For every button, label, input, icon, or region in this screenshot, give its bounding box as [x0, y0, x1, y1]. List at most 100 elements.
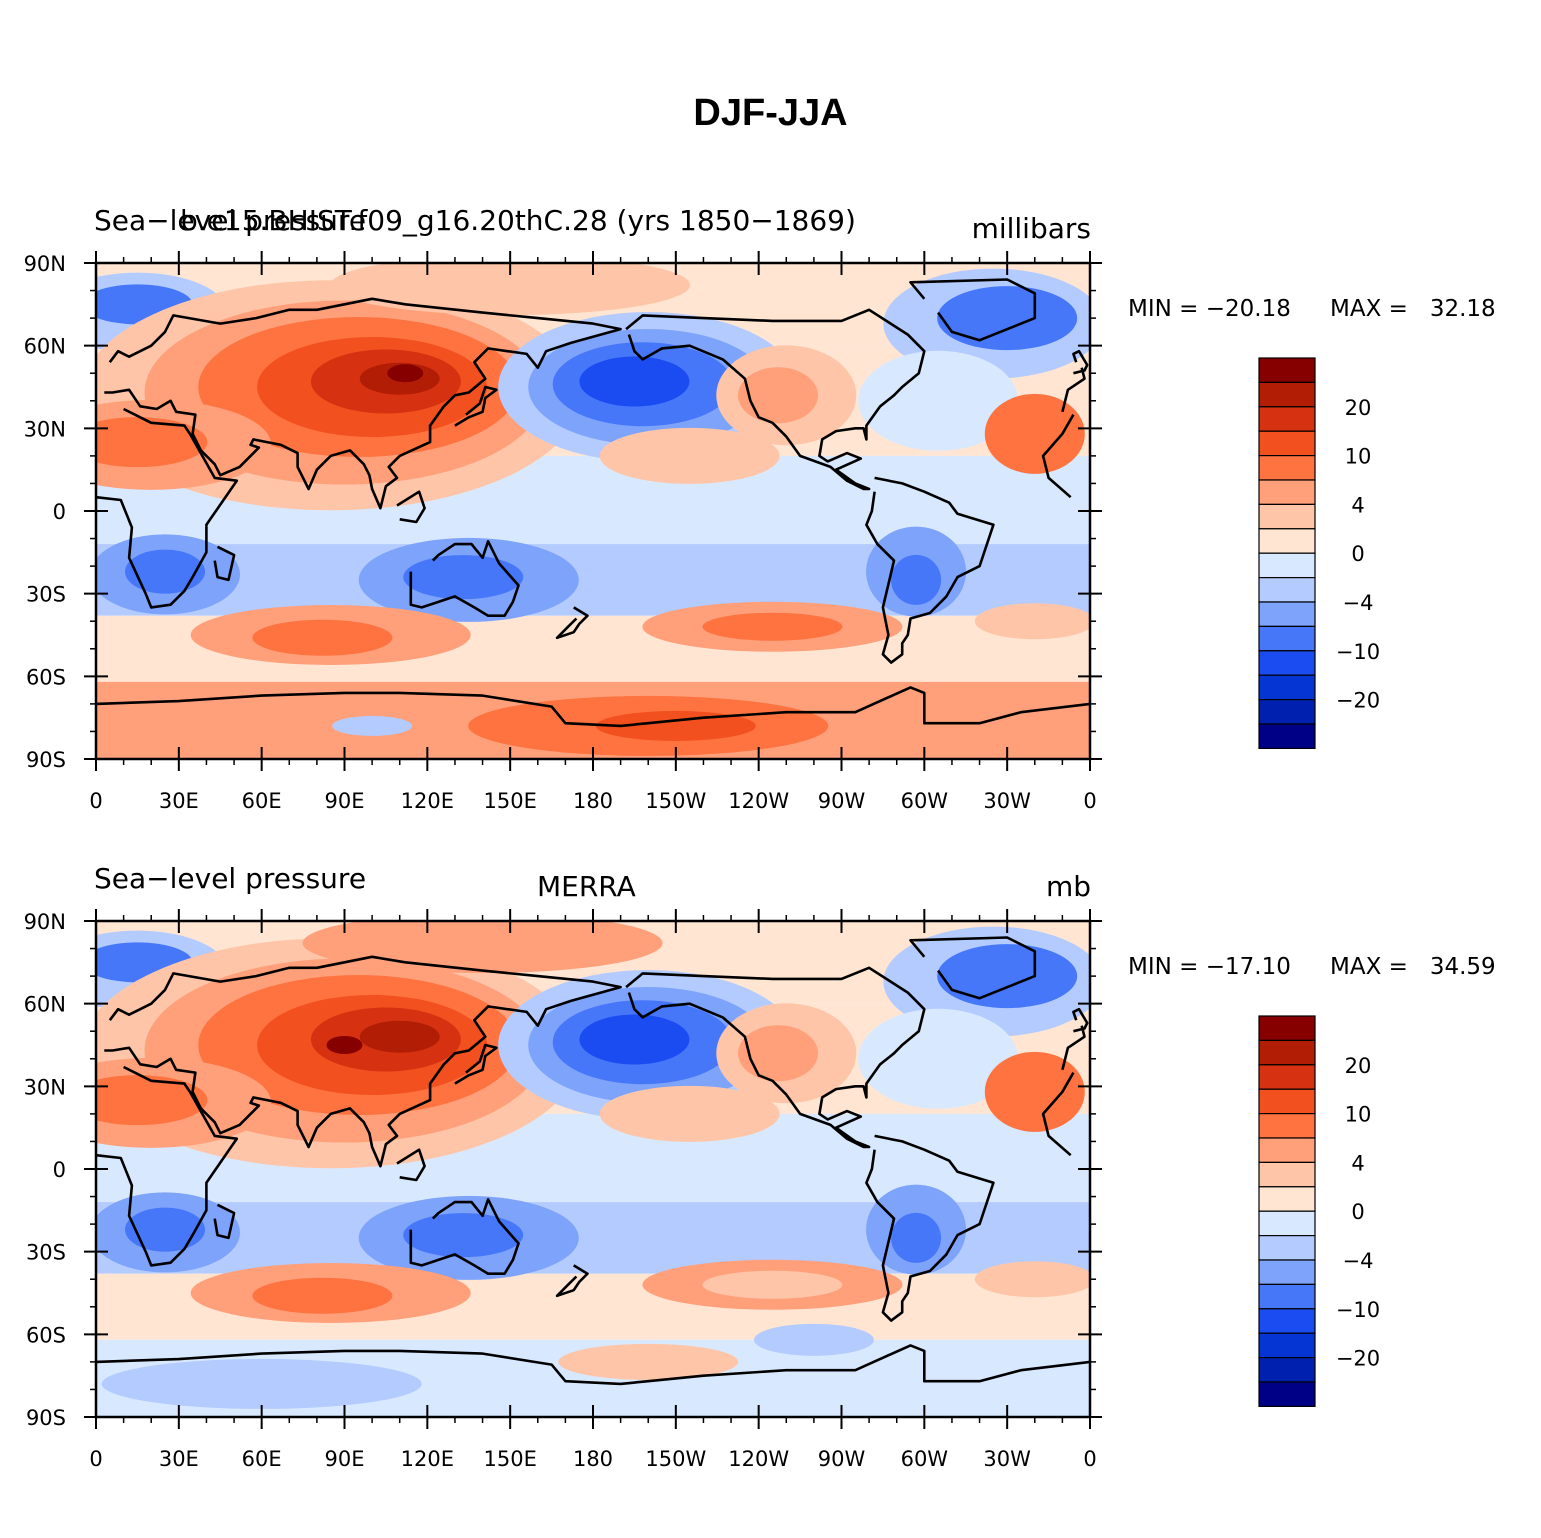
high-south-indian-core: [252, 1277, 393, 1314]
coastline-new-zealand: [555, 606, 589, 640]
coastline-eurasia: [1061, 1025, 1086, 1071]
colorbar-box: [1258, 1235, 1316, 1261]
lat-tick-label: 0: [53, 1158, 66, 1182]
coastline-greenland: [909, 278, 1037, 342]
coastline-madagascar: [213, 1203, 236, 1240]
colorbar-box: [1258, 1088, 1316, 1115]
units-string: mb: [1045, 870, 1091, 903]
colorbar-label: 10: [1345, 1103, 1372, 1127]
coastline-south-america: [865, 476, 995, 664]
colorbar-box: [1258, 1039, 1316, 1066]
lon-tick-label: 30E: [159, 789, 199, 813]
antarctic-low-weddell: [753, 1323, 874, 1356]
low-australia-core: [403, 1213, 524, 1258]
lon-tick-label: 120E: [401, 1447, 454, 1471]
high-south-atlantic: [974, 603, 1090, 640]
lat-tick-label: 60N: [24, 993, 66, 1017]
low-greenland-core: [937, 286, 1078, 351]
lon-tick-label: 60E: [242, 1447, 282, 1471]
center-string: MERRA: [537, 870, 636, 903]
lat-tick-label: 30N: [24, 417, 66, 441]
colorbar: 20 10 4 0 −4 −10 −20: [1258, 357, 1380, 749]
lat-tick-label: 90N: [24, 910, 66, 934]
colorbar-box: [1258, 1137, 1316, 1163]
aleutian-low-3: [579, 356, 690, 407]
colorbar-box: [1258, 1186, 1316, 1212]
high-arctic-ocean: [330, 263, 691, 316]
field-contours: [96, 263, 1090, 759]
colorbar-label: 0: [1351, 542, 1364, 566]
min-value: MIN = −17.10: [1128, 954, 1291, 980]
lon-tick-label: 150E: [483, 1447, 536, 1471]
colorbar-box: [1258, 1308, 1316, 1334]
low-greenland-core: [937, 944, 1078, 1009]
colorbar-box: [1258, 1259, 1316, 1285]
colorbar-box: [1258, 577, 1316, 603]
colorbar-box: [1258, 650, 1316, 676]
high-asia-5: [359, 1020, 440, 1053]
colorbar-label: −4: [1343, 591, 1374, 615]
figure-title: DJF-JJA: [693, 92, 848, 134]
coastline-japan: [454, 385, 498, 427]
map-canvas: 90N 60N 30N 0 30S 60S 90S 0 30E 60E 90E 120E 150E 180…: [24, 251, 1380, 813]
lat-tick-label: 30S: [26, 1241, 66, 1265]
antarctic-low-indian: [101, 1358, 422, 1409]
lon-tick-label: 90W: [818, 1447, 866, 1471]
colorbar-label: −20: [1336, 1347, 1380, 1371]
coastline-new-zealand: [555, 1264, 589, 1298]
lat-tick-label: 0: [53, 500, 66, 524]
lat-tick-label: 30N: [24, 1075, 66, 1099]
colorbar: 20 10 4 0 −4 −10 −20: [1258, 1015, 1380, 1407]
colorbar-box: [1258, 479, 1316, 505]
north-atlantic-weak: [858, 350, 1019, 451]
colorbar-box: [1258, 528, 1316, 554]
lat-tick-label: 60S: [26, 665, 66, 689]
high-asia-6: [387, 364, 424, 383]
lon-tick-label: 90E: [325, 789, 365, 813]
colorbar-box: [1258, 1283, 1316, 1310]
lat-tick-label: 90S: [26, 748, 66, 772]
colorbar-box: [1258, 1064, 1316, 1090]
coastline-eurasia: [104, 297, 622, 510]
high-subtropical-pacific: [599, 1085, 780, 1142]
lon-tick-label: 90E: [325, 1447, 365, 1471]
colorbar-label: 0: [1351, 1200, 1364, 1224]
colorbar-label: 20: [1345, 1054, 1372, 1078]
max-value: MAX = 34.59: [1330, 954, 1496, 980]
high-asia-6: [326, 1036, 363, 1054]
lat-tick-label: 60N: [24, 335, 66, 359]
coastline-borneo: [396, 1148, 426, 1182]
coastline-antarctica: [96, 686, 1090, 728]
lon-tick-label: 0: [89, 789, 102, 813]
lat-tick-label: 90S: [26, 1406, 66, 1430]
lon-tick-label: 180: [573, 789, 613, 813]
high-north-africa-core: [96, 417, 208, 468]
colorbar-label: −4: [1343, 1249, 1374, 1273]
colorbar-label: 4: [1351, 1151, 1364, 1175]
coastline-madagascar: [213, 545, 236, 582]
antarctic-high-ross: [558, 1343, 739, 1380]
lon-tick-label: 60E: [242, 789, 282, 813]
colorbar-box: [1258, 503, 1316, 530]
low-south-america-core: [891, 554, 942, 605]
antarctic-high-core: [595, 710, 756, 741]
high-azores: [984, 393, 1085, 474]
lon-tick-label: 0: [89, 1447, 102, 1471]
colorbar-box: [1258, 1161, 1316, 1188]
colorbar-box: [1258, 406, 1316, 432]
coastline-eurasia: [104, 955, 622, 1168]
colorbar-box: [1258, 1113, 1316, 1139]
coastline-africa: [96, 1065, 239, 1267]
high-south-indian-core: [252, 619, 393, 656]
high-south-pacific-core: [702, 1270, 843, 1299]
colorbar-box: [1258, 1381, 1316, 1407]
map-canvas: 90N 60N 30N 0 30S 60S 90S 0 30E 60E 90E 120E 150E 180…: [24, 909, 1380, 1471]
colorbar-box: [1258, 381, 1316, 408]
lat-tick-label: 60S: [26, 1323, 66, 1347]
coastline-north-america: [625, 308, 926, 491]
antarctic-weak-low: [332, 715, 413, 736]
map-panel-obs: 90N 60N 30N 0 30S 60S 90S 0 30E 60E 90E 120E 150E 180…: [0, 848, 1541, 1508]
lon-tick-label: 180: [573, 1447, 613, 1471]
units-string: millibars: [971, 212, 1091, 245]
coastlines: [96, 936, 1090, 1386]
